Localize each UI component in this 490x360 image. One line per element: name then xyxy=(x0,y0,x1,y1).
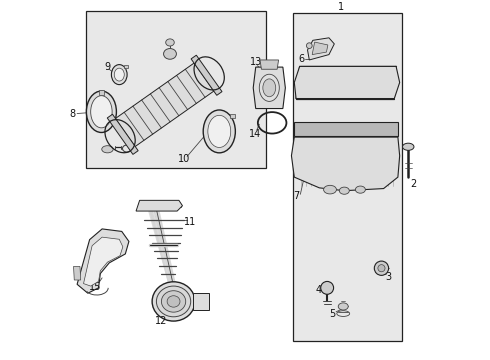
Polygon shape xyxy=(136,201,182,211)
Text: 9: 9 xyxy=(104,62,111,72)
Ellipse shape xyxy=(208,115,231,148)
Ellipse shape xyxy=(374,261,389,275)
Polygon shape xyxy=(292,137,400,191)
Ellipse shape xyxy=(86,91,117,132)
Ellipse shape xyxy=(114,68,124,81)
Ellipse shape xyxy=(259,74,279,102)
Polygon shape xyxy=(294,66,400,99)
Text: 1: 1 xyxy=(339,2,344,12)
Ellipse shape xyxy=(102,146,113,153)
Ellipse shape xyxy=(156,286,191,317)
Text: 5: 5 xyxy=(329,309,336,319)
Polygon shape xyxy=(77,229,129,293)
Text: 2: 2 xyxy=(411,179,416,189)
Polygon shape xyxy=(308,38,334,60)
Ellipse shape xyxy=(152,282,195,321)
Text: 13: 13 xyxy=(249,57,262,67)
Polygon shape xyxy=(253,67,285,109)
Polygon shape xyxy=(191,55,222,95)
Ellipse shape xyxy=(321,282,334,294)
Text: 11: 11 xyxy=(184,217,196,227)
Polygon shape xyxy=(193,293,209,310)
Ellipse shape xyxy=(111,64,127,85)
Ellipse shape xyxy=(166,39,174,46)
Ellipse shape xyxy=(263,79,276,97)
Ellipse shape xyxy=(161,291,186,312)
Polygon shape xyxy=(83,237,123,286)
Text: 14: 14 xyxy=(249,129,261,139)
Bar xyxy=(86,11,267,168)
Text: 3: 3 xyxy=(385,272,391,282)
Text: 8: 8 xyxy=(70,109,76,118)
Ellipse shape xyxy=(164,49,176,59)
Ellipse shape xyxy=(355,186,366,193)
Text: 12: 12 xyxy=(155,316,167,326)
Polygon shape xyxy=(260,60,279,69)
Ellipse shape xyxy=(306,43,312,49)
Text: 6: 6 xyxy=(298,54,304,64)
Ellipse shape xyxy=(338,303,348,310)
Text: 7: 7 xyxy=(294,191,300,201)
Ellipse shape xyxy=(378,265,385,272)
Bar xyxy=(123,64,128,68)
Ellipse shape xyxy=(323,185,337,194)
Polygon shape xyxy=(294,122,398,136)
Ellipse shape xyxy=(167,296,180,307)
Text: 10: 10 xyxy=(178,154,191,163)
Bar xyxy=(98,90,104,95)
Ellipse shape xyxy=(339,187,349,194)
Text: 4: 4 xyxy=(315,285,321,295)
Ellipse shape xyxy=(91,96,112,128)
Polygon shape xyxy=(107,114,138,154)
Bar xyxy=(230,113,235,118)
Polygon shape xyxy=(116,63,214,147)
Bar xyxy=(293,13,402,341)
Ellipse shape xyxy=(402,143,414,150)
Text: 15: 15 xyxy=(89,282,101,292)
Polygon shape xyxy=(312,42,328,55)
Ellipse shape xyxy=(203,110,235,153)
Polygon shape xyxy=(74,266,81,280)
